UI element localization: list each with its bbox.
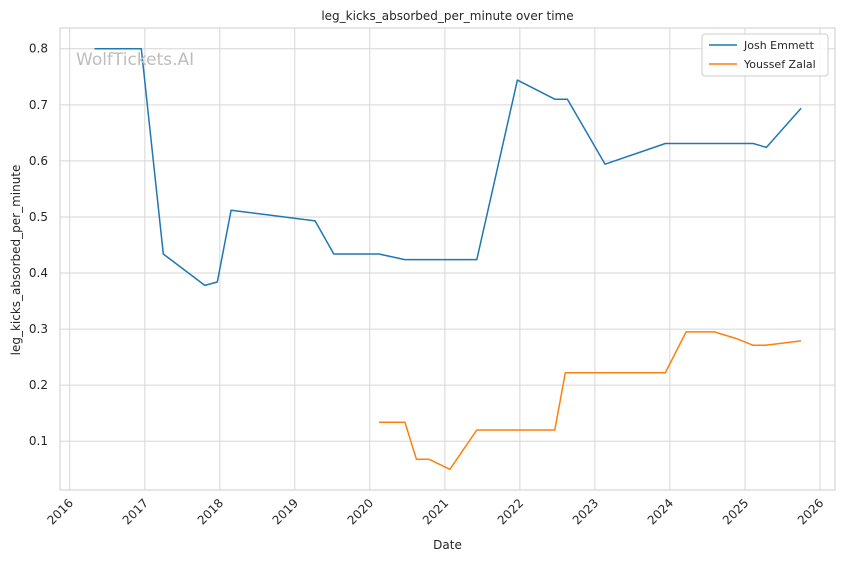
y-tick-label: 0.2: [29, 378, 48, 392]
grid-lines: [60, 28, 835, 490]
y-tick-label: 0.6: [29, 154, 48, 168]
x-axis-label: Date: [433, 538, 462, 552]
y-axis-label: leg_kicks_absorbed_per_minute: [9, 165, 23, 356]
chart-title: leg_kicks_absorbed_per_minute over time: [321, 9, 573, 23]
y-tick-label: 0.1: [29, 434, 48, 448]
legend-label-0: Josh Emmett: [743, 39, 815, 52]
series-line-1: [379, 331, 802, 471]
watermark: WolfTickets.AI: [76, 50, 194, 70]
y-tick-label: 0.3: [29, 322, 48, 336]
x-tick-label: 2024: [645, 496, 676, 527]
x-tick-label: 2023: [570, 496, 601, 527]
y-tick-label: 0.5: [29, 210, 48, 224]
x-tick-label: 2018: [195, 496, 226, 527]
x-tick-label: 2019: [270, 496, 301, 527]
x-axis-ticks: 2016 2017 2018 2019 2020 2021 2022 2023 2024 2025…: [45, 496, 827, 527]
x-tick-label: 2021: [420, 496, 451, 527]
x-tick-label: 2017: [120, 496, 151, 527]
x-tick-label: 2020: [345, 496, 376, 527]
y-axis-ticks: 0.1 0.2 0.3 0.4 0.5 0.6 0.7 0.8: [29, 42, 48, 448]
series-layer: [94, 47, 802, 471]
x-tick-label: 2016: [45, 496, 76, 527]
legend-label-1: Youssef Zalal: [743, 58, 816, 71]
legend: Josh Emmett Youssef Zalal: [701, 33, 829, 77]
y-tick-label: 0.8: [29, 42, 48, 56]
series-line-0: [94, 47, 802, 287]
x-tick-label: 2026: [795, 496, 826, 527]
x-tick-label: 2022: [495, 496, 526, 527]
y-tick-label: 0.7: [29, 98, 48, 112]
x-tick-label: 2025: [720, 496, 751, 527]
y-tick-label: 0.4: [29, 266, 48, 280]
